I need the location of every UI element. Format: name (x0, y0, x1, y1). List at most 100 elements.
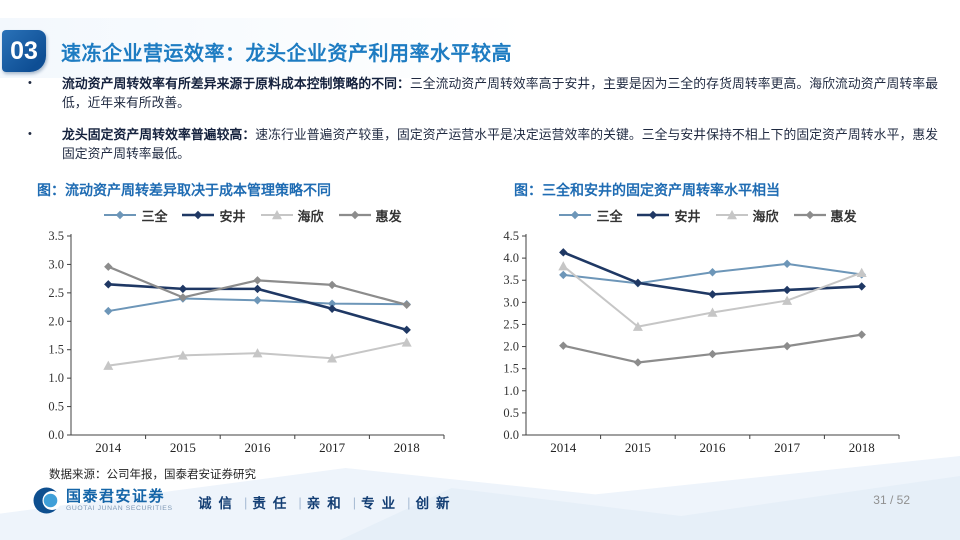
slide-header: 03 速冻企业营运效率：龙头企业资产利用率水平较高 (0, 28, 960, 74)
x-tick-label: 2016 (245, 440, 272, 455)
legend-marker-icon (637, 210, 670, 220)
data-point-marker-海欣 (103, 360, 114, 370)
tagline-word: 责任 (252, 496, 294, 511)
line-chart-current-asset-turnover: 0.0 0.5 1.0 1.5 2.0 2.5 3.0 3.5 2014 2015 2016 2017… (48, 229, 445, 455)
data-point-marker-惠发 (559, 341, 568, 350)
y-tick-label: 1.0 (48, 371, 64, 385)
data-point-marker-惠发 (633, 358, 643, 367)
data-point-marker-海欣 (177, 350, 188, 360)
company-tagline: 诚信 | 责任 | 亲和 | 专业 | 创新 (196, 492, 459, 512)
data-point-marker-安井 (559, 248, 568, 257)
data-point-marker-惠发 (782, 341, 792, 351)
y-tick-label: 3.0 (503, 295, 519, 309)
tagline-word: 创新 (415, 496, 457, 511)
y-tick-label: 3.5 (503, 273, 519, 287)
chart-title-right: 图：三全和安井的固定资产周转率水平相当 (514, 182, 780, 198)
section-number-badge: 03 (2, 30, 46, 72)
data-point-marker-三全 (327, 299, 337, 308)
data-point-marker-海欣 (327, 353, 338, 363)
legend-marker-icon (104, 210, 137, 220)
legend-marker-icon (182, 210, 215, 220)
chart-panel-current-assets: 图：流动资产周转差异取决于成本管理策略不同 三全 安井 海欣 惠发 0.0 0.5 1.0… (33, 180, 472, 462)
chart-panel-fixed-assets: 图：三全和安井的固定资产周转率水平相当 三全 安井 海欣 惠发 0.0 0.5 1.0 1.… (488, 180, 927, 462)
slide-title: 速冻企业营运效率：龙头企业资产利用率水平较高 (61, 43, 512, 65)
y-tick-label: 2.0 (48, 314, 64, 328)
data-point-marker-海欣 (401, 337, 412, 347)
legend-item-三全: 三全 (103, 206, 167, 225)
tagline-word: 亲和 (306, 496, 348, 511)
data-point-marker-安井 (633, 278, 643, 288)
legend-label: 惠发 (375, 208, 402, 224)
legend-marker-icon (715, 210, 748, 220)
y-tick-label: 2.5 (503, 317, 519, 331)
data-point-marker-海欣 (782, 295, 793, 305)
x-tick-label: 2018 (849, 440, 875, 455)
legend-item-惠发: 惠发 (338, 206, 402, 225)
legend-label: 三全 (596, 208, 623, 224)
y-tick-label: 4.0 (503, 251, 519, 265)
data-point-marker-三全 (253, 296, 262, 305)
company-logo: 国泰君安证券 GUOTAI JUNAN SECURITIES (33, 487, 173, 514)
y-tick-label: 0.5 (503, 406, 519, 420)
series-line-惠发 (562, 333, 863, 364)
tagline-separator: | (407, 494, 411, 510)
data-point-marker-三全 (708, 268, 717, 277)
data-point-marker-惠发 (708, 349, 717, 359)
y-tick-label: 2.5 (48, 286, 64, 300)
data-point-marker-安井 (708, 290, 717, 299)
data-point-marker-海欣 (558, 261, 569, 271)
data-source-note: 数据来源：公司年报，国泰君安证券研究 (49, 469, 256, 481)
company-logo-text: 国泰君安证券 GUOTAI JUNAN SECURITIES (66, 489, 173, 513)
chart-legend-left: 三全 安井 海欣 惠发 (33, 204, 472, 226)
legend-label: 安井 (219, 208, 246, 224)
data-point-marker-安井 (104, 280, 113, 289)
data-point-marker-安井 (253, 284, 262, 294)
charts-row: 图：流动资产周转差异取决于成本管理策略不同 三全 安井 海欣 惠发 0.0 0.5 1.0… (33, 180, 927, 462)
bullet-text-2: 龙头固定资产周转效率普遍较高：速冻行业普遍资产较重，固定资产运营水平是决定运营效… (62, 125, 938, 163)
y-tick-label: 0.0 (503, 428, 519, 442)
legend-marker-icon (559, 210, 592, 220)
y-tick-label: 1.0 (503, 384, 519, 398)
legend-label: 安井 (674, 208, 701, 224)
bullet-text-1: 流动资产周转效率有所差异来源于原料成本控制策略的不同：三全流动资产周转效率高于安… (62, 74, 938, 112)
legend-marker-icon (260, 210, 293, 220)
data-point-marker-惠发 (178, 293, 188, 302)
legend-label: 海欣 (752, 208, 779, 224)
legend-item-三全: 三全 (558, 206, 622, 225)
bullet-marker: • (28, 128, 32, 140)
bullet-lead-2: 龙头固定资产周转效率普遍较高： (62, 127, 256, 142)
x-tick-label: 2015 (625, 440, 651, 455)
data-point-marker-安井 (857, 282, 866, 291)
legend-label: 海欣 (297, 208, 324, 224)
data-point-marker-海欣 (252, 348, 263, 358)
y-tick-label: 3.0 (48, 257, 64, 271)
legend-item-惠发: 惠发 (793, 206, 857, 225)
data-point-marker-惠发 (402, 300, 411, 309)
x-tick-label: 2015 (170, 440, 196, 455)
y-tick-label: 1.5 (503, 362, 519, 376)
background-top-band (0, 18, 960, 78)
data-point-marker-惠发 (253, 276, 262, 285)
x-tick-label: 2014 (95, 440, 122, 455)
tagline-separator: | (244, 494, 248, 510)
bullet-item-1: • 流动资产周转效率有所差异来源于原料成本控制策略的不同：三全流动资产周转效率高… (28, 74, 938, 112)
chart-legend-right: 三全 安井 海欣 惠发 (488, 204, 927, 226)
bullet-marker: • (28, 77, 32, 89)
data-point-marker-三全 (104, 306, 113, 316)
legend-item-安井: 安井 (181, 206, 246, 225)
x-tick-label: 2018 (394, 440, 420, 455)
legend-label: 惠发 (830, 208, 857, 224)
bullet-list: • 流动资产周转效率有所差异来源于原料成本控制策略的不同：三全流动资产周转效率高… (28, 74, 938, 176)
y-tick-label: 1.5 (48, 343, 64, 357)
company-logo-icon (33, 487, 60, 514)
tagline-word: 专业 (361, 496, 403, 511)
line-chart-fixed-asset-turnover: 0.0 0.5 1.0 1.5 2.0 2.5 3.0 3.5 4.0 4.5 2014 2015 20… (503, 229, 900, 455)
data-point-marker-海欣 (632, 321, 643, 331)
bullet-lead-1: 流动资产周转效率有所差异来源于原料成本控制策略的不同： (62, 76, 410, 91)
legend-item-海欣: 海欣 (260, 206, 324, 225)
y-tick-label: 3.5 (48, 229, 64, 243)
y-tick-label: 2.0 (503, 340, 519, 354)
legend-item-海欣: 海欣 (715, 206, 779, 225)
y-tick-label: 0.5 (48, 400, 64, 414)
